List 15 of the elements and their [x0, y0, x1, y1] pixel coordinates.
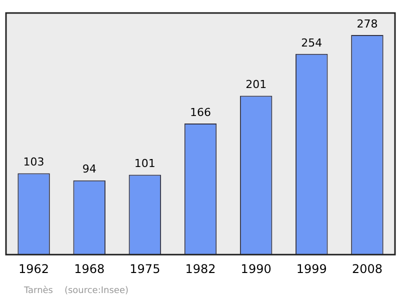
x-tick-label: 1982: [185, 262, 216, 276]
x-tick-label: 1968: [74, 262, 105, 276]
data-label: 103: [23, 156, 44, 169]
x-tick-label: 1962: [18, 262, 50, 276]
data-label: 101: [134, 157, 156, 170]
data-label: 94: [82, 162, 96, 176]
data-label: 278: [356, 17, 378, 30]
x-tick-label: 1975: [130, 262, 160, 276]
data-label: 166: [190, 106, 211, 119]
x-tick-label: 2008: [352, 262, 382, 276]
data-label: 254: [301, 36, 322, 50]
x-tick-label: 1999: [296, 262, 327, 276]
text: Tarnès (source:Insee): [24, 286, 129, 296]
x-tick-label: 1990: [240, 262, 272, 276]
data-label: 201: [246, 78, 267, 92]
